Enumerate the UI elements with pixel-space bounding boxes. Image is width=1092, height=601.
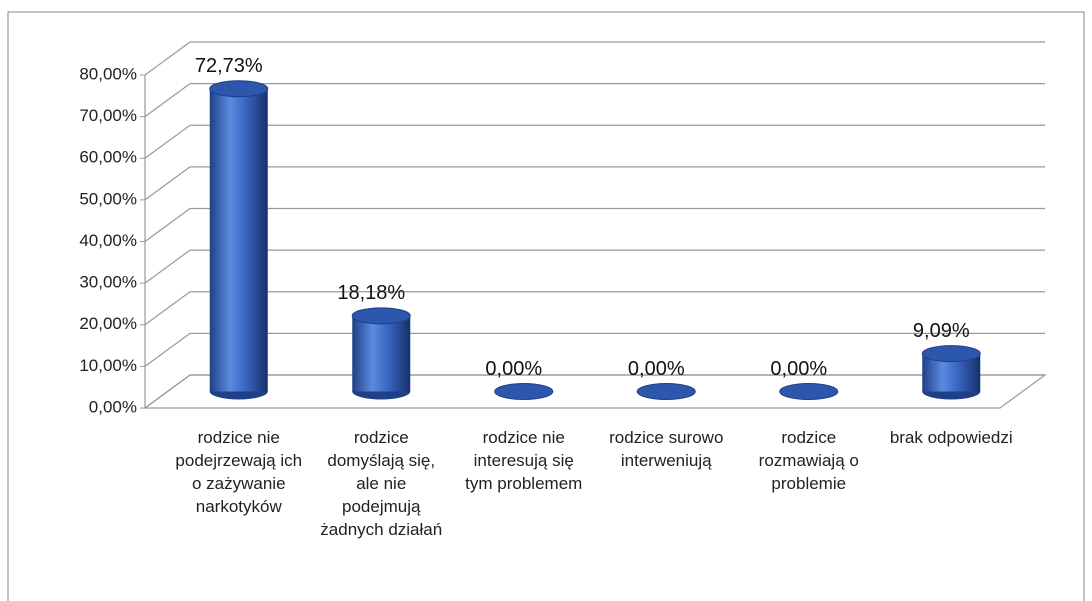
x-tick-label: rodzice domyślają się, ale nie podejmują… [320,428,443,539]
grid-line [144,332,191,367]
floor [143,374,1047,409]
bar [209,80,269,400]
grid-line [144,41,191,76]
y-tick-label: 60,00% [79,148,137,167]
data-label: 0,00% [485,358,542,380]
x-tick-label: rodzice rozmawiają o problemie [758,428,859,493]
bar [779,383,839,400]
grid-line [144,249,191,284]
bar-body [352,315,411,392]
x-tick-label: rodzice surowo interweniują [609,428,724,470]
bar-top [209,80,269,98]
y-tick-label: 70,00% [79,106,137,125]
grid-line [144,374,191,409]
y-tick-label: 30,00% [79,273,137,292]
x-tick-label: rodzice nie interesują się tym problemem [465,428,583,493]
bar-top [494,383,554,400]
bar [351,307,411,400]
grid-line [144,208,191,242]
bar-top [351,307,411,325]
data-label: 9,09% [913,320,970,342]
grid-line [144,291,191,326]
data-label: 0,00% [770,358,827,380]
grid-line [144,124,191,159]
chart-border [7,11,1085,601]
x-tick-label: brak odpowiedzi [889,428,1013,447]
grid-line [144,83,191,118]
y-tick-label: 10,00% [79,356,137,375]
bar [494,383,554,400]
y-tick-label: 50,00% [79,189,137,208]
y-tick-label: 40,00% [79,231,137,250]
bar [921,345,981,400]
y-tick-label: 20,00% [79,314,137,333]
bar-top [636,383,696,400]
bar-body [209,88,268,392]
grid-line [144,166,191,201]
bar-top [779,383,839,400]
data-label: 0,00% [628,358,685,380]
bar [636,383,696,400]
y-tick-label: 0,00% [89,397,137,416]
y-tick-label: 80,00% [79,64,137,83]
data-label: 72,73% [195,55,263,77]
bar-top [921,345,981,363]
x-tick-label: rodzice nie podejrzewają ich o zażywanie… [175,428,303,516]
data-label: 18,18% [337,282,405,304]
